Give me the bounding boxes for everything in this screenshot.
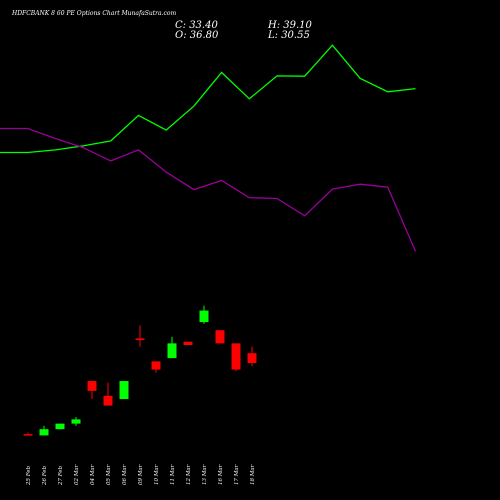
x-tick-label: 04 Mar: [90, 464, 96, 485]
candle-body-up: [199, 310, 209, 323]
candle: [71, 417, 81, 426]
candle-body-down: [215, 330, 225, 344]
candle: [183, 341, 193, 345]
candle: [247, 346, 257, 367]
low-value: L: 30.55: [267, 30, 310, 41]
x-tick-label: 02 Mar: [74, 464, 80, 485]
high-value: H: 39.10: [267, 20, 313, 31]
candle: [199, 305, 209, 324]
candle: [167, 336, 177, 359]
candle-body-up: [167, 343, 177, 359]
x-tick-label: 25 Feb: [26, 465, 32, 486]
candle-body-up: [119, 381, 129, 400]
open-value: O: 36.80: [175, 30, 219, 41]
candle-body-up: [39, 429, 49, 436]
x-axis-ticks: 25 Feb 26 Feb 27 Feb 02 Mar 04 Mar 05 Mar 06 M…: [26, 464, 256, 486]
candle: [39, 425, 49, 436]
x-tick-label: 18 Mar: [250, 464, 256, 485]
x-tick-label: 10 Mar: [154, 464, 160, 485]
chart-title: HDFCBANK 8 60 PE Options Chart MunafaSut…: [11, 10, 176, 17]
candle-body-up: [71, 419, 81, 424]
candle: [87, 381, 97, 400]
x-tick-label: 06 Mar: [122, 464, 128, 485]
close-value: C: 33.40: [175, 20, 218, 31]
candle-body-down: [23, 434, 33, 436]
candle: [135, 325, 145, 347]
candle-body-down: [103, 395, 113, 406]
x-tick-label: 09 Mar: [138, 464, 144, 485]
candle: [55, 423, 65, 430]
candle-body-down: [87, 381, 97, 391]
candles: [23, 305, 257, 436]
candle: [23, 432, 33, 436]
x-tick-label: 12 Mar: [186, 464, 192, 485]
candle-body-down: [231, 343, 241, 370]
x-tick-label: 27 Feb: [58, 465, 64, 486]
x-tick-label: 05 Mar: [106, 464, 112, 485]
x-tick-label: 13 Mar: [202, 464, 208, 485]
indicator-lines: [0, 44, 417, 252]
candle: [231, 343, 241, 372]
candle: [215, 330, 225, 344]
candle: [151, 361, 161, 373]
x-tick-label: 17 Mar: [234, 464, 240, 485]
candle: [103, 382, 113, 406]
x-tick-label: 11 Mar: [170, 464, 176, 485]
candle-body-up: [55, 423, 65, 430]
candle-body-down: [183, 341, 193, 345]
candle-body-down: [247, 353, 257, 364]
candle: [119, 381, 129, 400]
x-tick-label: 26 Feb: [42, 465, 48, 486]
candle-body-down: [151, 361, 161, 370]
magenta-line: [0, 127, 417, 252]
green-line: [0, 44, 416, 154]
x-tick-label: 16 Mar: [218, 464, 224, 485]
candle-body-down: [135, 338, 145, 341]
